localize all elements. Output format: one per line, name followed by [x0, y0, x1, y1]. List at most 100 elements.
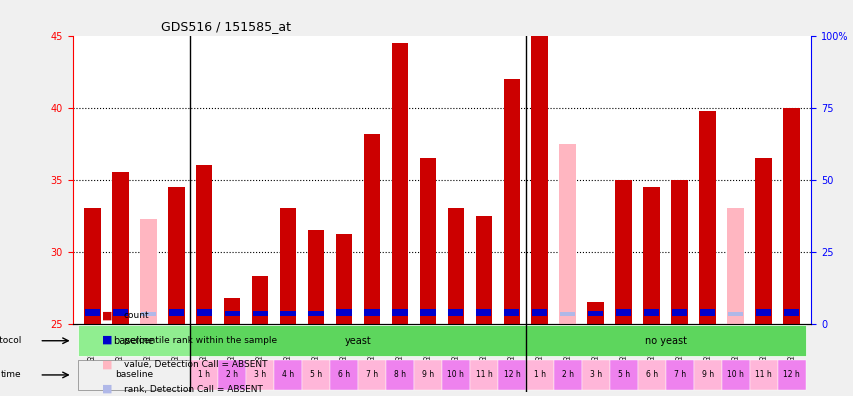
Text: 6 h: 6 h — [338, 370, 350, 379]
Bar — [252, 311, 267, 316]
Text: GDS516 / 151585_at: GDS516 / 151585_at — [161, 20, 291, 33]
Text: 2 h: 2 h — [561, 370, 573, 379]
Text: baseline: baseline — [113, 336, 154, 346]
Text: ■: ■ — [102, 335, 113, 345]
Text: 1 h: 1 h — [198, 370, 210, 379]
Bar — [167, 187, 184, 324]
Bar — [420, 309, 435, 316]
Text: no yeast: no yeast — [644, 336, 686, 346]
Bar — [782, 108, 799, 324]
Text: 7 h: 7 h — [673, 370, 685, 379]
FancyBboxPatch shape — [609, 360, 637, 390]
Bar — [392, 309, 407, 316]
Bar — [616, 309, 630, 316]
FancyBboxPatch shape — [190, 326, 525, 356]
Text: 1 h: 1 h — [533, 370, 545, 379]
Text: 12 h: 12 h — [503, 370, 519, 379]
Bar — [587, 302, 604, 324]
Bar — [671, 309, 687, 316]
Text: 7 h: 7 h — [365, 370, 378, 379]
FancyBboxPatch shape — [78, 360, 190, 390]
Bar — [363, 133, 380, 324]
FancyBboxPatch shape — [442, 360, 469, 390]
FancyBboxPatch shape — [386, 360, 414, 390]
FancyBboxPatch shape — [525, 326, 804, 356]
Text: yeast: yeast — [345, 336, 371, 346]
Text: 10 h: 10 h — [727, 370, 743, 379]
Text: ■: ■ — [102, 384, 113, 394]
Text: 5 h: 5 h — [310, 370, 322, 379]
Bar — [195, 165, 212, 324]
Bar — [168, 309, 183, 316]
Text: 8 h: 8 h — [393, 370, 405, 379]
Text: 12 h: 12 h — [782, 370, 799, 379]
Bar — [140, 219, 156, 324]
Bar — [113, 309, 128, 316]
Bar — [336, 309, 351, 316]
Bar — [392, 43, 408, 324]
Text: 11 h: 11 h — [754, 370, 771, 379]
Bar — [531, 36, 548, 324]
Text: value, Detection Call = ABSENT: value, Detection Call = ABSENT — [124, 360, 267, 369]
Bar — [419, 158, 436, 324]
Bar — [279, 208, 296, 324]
FancyBboxPatch shape — [777, 360, 804, 390]
Bar — [307, 230, 324, 324]
FancyBboxPatch shape — [302, 360, 329, 390]
Text: baseline: baseline — [115, 370, 153, 379]
Bar — [141, 312, 155, 316]
FancyBboxPatch shape — [581, 360, 609, 390]
Bar — [196, 309, 212, 316]
FancyBboxPatch shape — [525, 360, 554, 390]
Text: 9 h: 9 h — [701, 370, 713, 379]
FancyBboxPatch shape — [665, 360, 693, 390]
Bar — [447, 208, 464, 324]
Bar — [670, 180, 688, 324]
Text: 10 h: 10 h — [447, 370, 464, 379]
Bar — [308, 311, 323, 316]
FancyBboxPatch shape — [554, 360, 581, 390]
Bar — [699, 110, 716, 324]
Text: 11 h: 11 h — [475, 370, 491, 379]
Bar — [727, 208, 743, 324]
FancyBboxPatch shape — [693, 360, 721, 390]
Bar — [252, 276, 268, 324]
FancyBboxPatch shape — [329, 360, 357, 390]
Bar — [643, 309, 659, 316]
Text: 3 h: 3 h — [253, 370, 266, 379]
Text: time: time — [0, 370, 20, 379]
Bar — [754, 158, 771, 324]
Text: percentile rank within the sample: percentile rank within the sample — [124, 336, 276, 345]
Text: growth protocol: growth protocol — [0, 336, 20, 345]
Bar — [476, 309, 490, 316]
FancyBboxPatch shape — [246, 360, 274, 390]
FancyBboxPatch shape — [274, 360, 302, 390]
Bar — [728, 312, 742, 316]
FancyBboxPatch shape — [637, 360, 665, 390]
Bar — [560, 312, 575, 316]
FancyBboxPatch shape — [190, 360, 218, 390]
Text: rank, Detection Call = ABSENT: rank, Detection Call = ABSENT — [124, 385, 263, 394]
Bar — [84, 208, 101, 324]
FancyBboxPatch shape — [357, 360, 386, 390]
Text: ■: ■ — [102, 310, 113, 320]
Bar — [504, 309, 519, 316]
Text: 9 h: 9 h — [421, 370, 433, 379]
Bar — [588, 311, 603, 316]
Text: 4 h: 4 h — [281, 370, 293, 379]
Text: ■: ■ — [102, 360, 113, 369]
FancyBboxPatch shape — [78, 326, 190, 356]
Bar — [84, 309, 100, 316]
FancyBboxPatch shape — [749, 360, 777, 390]
Bar — [364, 309, 379, 316]
Bar — [783, 309, 798, 316]
Bar — [531, 309, 547, 316]
Bar — [280, 311, 295, 316]
Bar — [559, 144, 576, 324]
FancyBboxPatch shape — [218, 360, 246, 390]
Bar — [475, 216, 491, 324]
Bar — [335, 234, 352, 324]
Bar — [223, 298, 241, 324]
Bar — [503, 79, 519, 324]
Text: 3 h: 3 h — [589, 370, 601, 379]
